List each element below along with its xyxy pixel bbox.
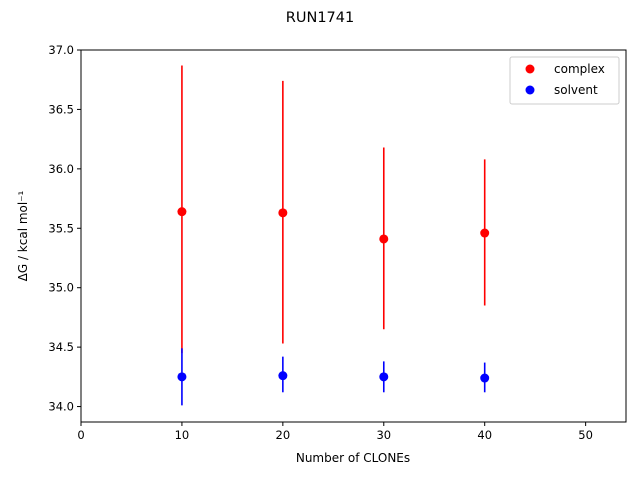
x-tick-label: 20 [276,428,291,442]
complex-point [278,208,288,218]
y-tick-label: 34.5 [48,340,74,354]
x-tick-label: 10 [175,428,190,442]
solvent-point [177,372,187,382]
y-axis-label: ΔG / kcal mol⁻¹ [16,190,30,281]
data-points [177,207,490,383]
chart-title: RUN1741 [286,10,354,26]
legend: complex solvent [509,56,620,105]
legend-marker-solvent [525,85,535,95]
x-tick-label: 40 [477,428,492,442]
x-axis: 0 10 20 30 40 50 [77,422,593,442]
y-axis: 34.0 34.5 35.0 35.5 36.0 36.5 37.0 [48,43,81,414]
x-axis-label: Number of CLONEs [296,451,410,465]
y-tick-label: 36.0 [48,162,74,176]
solvent-point [480,373,490,383]
complex-point [177,207,187,217]
error-bars [181,65,486,406]
legend-label-complex: complex [554,62,605,76]
complex-point [379,234,389,244]
y-tick-label: 36.5 [48,102,74,116]
x-tick-label: 0 [77,428,84,442]
solvent-point [379,372,389,382]
y-tick-label: 34.0 [48,400,74,414]
y-tick-label: 37.0 [48,43,74,57]
x-tick-label: 50 [578,428,593,442]
legend-label-solvent: solvent [554,83,598,97]
x-tick-label: 30 [376,428,391,442]
legend-box [509,56,620,105]
plot-area [80,49,627,423]
solvent-point [278,371,288,381]
legend-marker-complex [525,64,535,74]
y-tick-label: 35.5 [48,221,74,235]
complex-point [480,228,490,238]
y-tick-label: 35.0 [48,281,74,295]
